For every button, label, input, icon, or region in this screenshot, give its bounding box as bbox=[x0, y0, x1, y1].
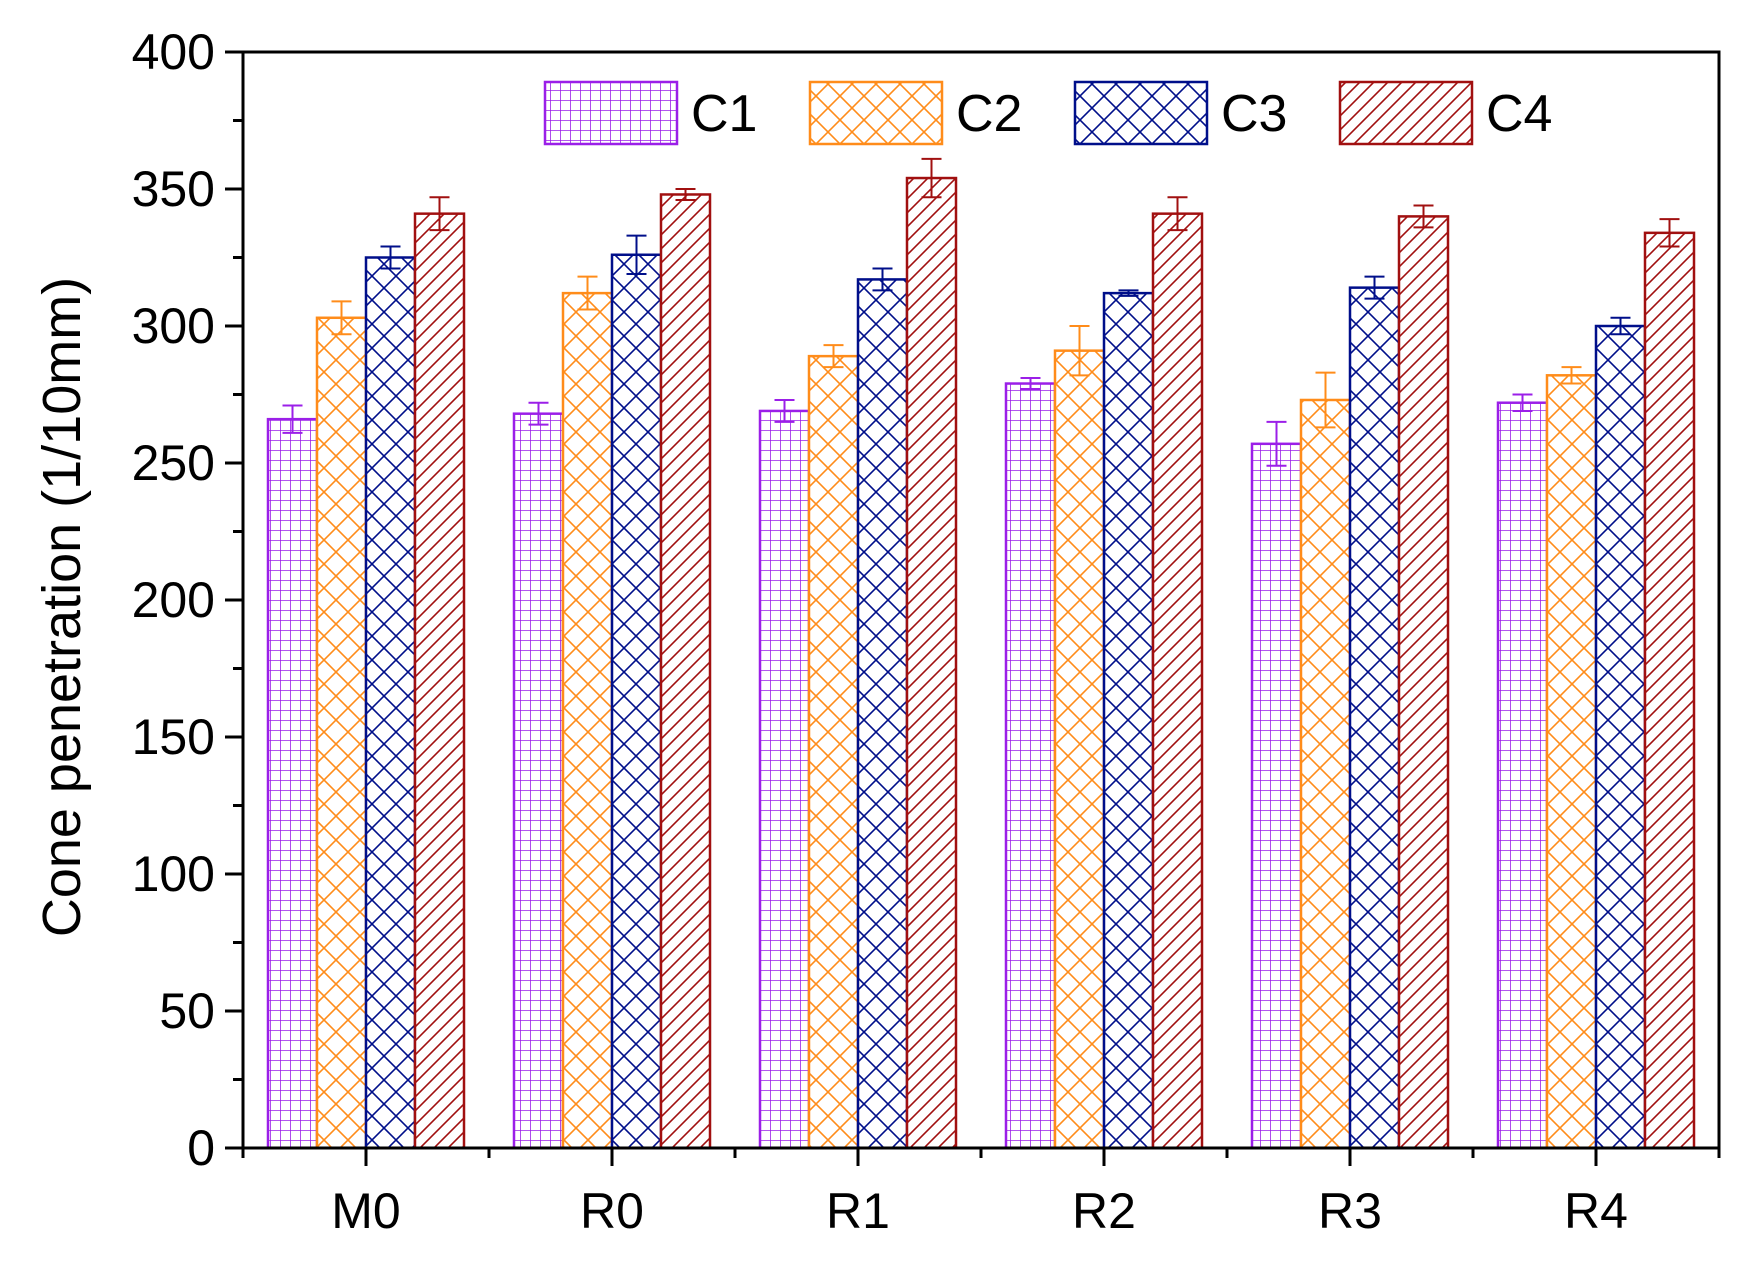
bar-C2-M0 bbox=[315, 316, 368, 1150]
error-bar-C2-R1 bbox=[823, 344, 844, 369]
error-bar-C3-R1 bbox=[872, 267, 893, 292]
bar-C2-R3 bbox=[1299, 398, 1352, 1150]
y-tick-label: 300 bbox=[132, 298, 215, 354]
y-tick-label: 350 bbox=[132, 161, 215, 217]
error-bar-C4-M0 bbox=[429, 196, 450, 232]
x-tick-label-R2: R2 bbox=[1072, 1183, 1136, 1239]
bar-C3-M0 bbox=[364, 256, 417, 1150]
error-bar-C2-M0 bbox=[331, 300, 352, 336]
legend-label-C2: C2 bbox=[956, 85, 1022, 143]
error-bar-C3-R0 bbox=[626, 234, 647, 275]
bar-C1-R1 bbox=[758, 409, 811, 1150]
y-tick-label: 250 bbox=[132, 435, 215, 491]
legend: C1 C2 C3 C4 bbox=[543, 80, 1552, 146]
error-bar-C1-R1 bbox=[774, 398, 795, 423]
bar-C1-M0 bbox=[266, 417, 319, 1150]
error-bar-C3-R4 bbox=[1610, 316, 1631, 336]
bars-layer bbox=[266, 176, 1696, 1150]
ticks-layer: 0 50 100 150 200 250 300 350 400 M0 R0 R1 R2 R3 R4 bbox=[132, 24, 1721, 1239]
legend-swatch-C2 bbox=[808, 80, 944, 146]
bar-C2-R1 bbox=[807, 354, 860, 1150]
y-tick-label: 150 bbox=[132, 709, 215, 765]
error-bar-C2-R4 bbox=[1561, 366, 1582, 385]
bar-C1-R4 bbox=[1496, 401, 1549, 1150]
error-bar-C3-M0 bbox=[380, 245, 401, 270]
y-tick-label: 0 bbox=[187, 1120, 215, 1176]
bar-C3-R2 bbox=[1102, 291, 1155, 1150]
bar-C4-R4 bbox=[1643, 231, 1696, 1150]
error-bar-C1-R2 bbox=[1020, 377, 1041, 391]
bar-C3-R0 bbox=[610, 253, 663, 1150]
x-tick-label-R3: R3 bbox=[1318, 1183, 1382, 1239]
error-bar-C2-R0 bbox=[577, 275, 598, 311]
y-axis-title: Cone penetration (1/10mm) bbox=[32, 277, 92, 937]
bar-C2-R0 bbox=[561, 291, 614, 1150]
legend-swatch-C1 bbox=[543, 80, 679, 146]
error-bar-C4-R1 bbox=[921, 157, 942, 199]
error-bar-C1-R3 bbox=[1266, 420, 1287, 467]
bar-C4-R0 bbox=[659, 193, 712, 1150]
bar-C2-R2 bbox=[1053, 349, 1106, 1150]
legend-item-C4: C4 bbox=[1338, 80, 1552, 146]
bar-C3-R1 bbox=[856, 278, 909, 1150]
bar-C1-R2 bbox=[1004, 382, 1057, 1150]
error-bar-C1-R0 bbox=[528, 401, 549, 426]
legend-label-C3: C3 bbox=[1221, 85, 1287, 143]
bar-C3-R3 bbox=[1348, 286, 1401, 1150]
error-bar-C1-R4 bbox=[1512, 393, 1533, 412]
legend-swatch-C3 bbox=[1073, 80, 1209, 146]
error-bar-C2-R3 bbox=[1315, 371, 1336, 429]
y-tick-label: 100 bbox=[132, 846, 215, 902]
bar-C4-R2 bbox=[1151, 212, 1204, 1150]
legend-label-C4: C4 bbox=[1486, 85, 1552, 143]
error-bar-C3-R3 bbox=[1364, 275, 1385, 300]
error-bars-layer bbox=[282, 157, 1680, 467]
y-tick-label: 200 bbox=[132, 572, 215, 628]
bar-C4-R3 bbox=[1397, 215, 1450, 1150]
x-tick-label-R1: R1 bbox=[826, 1183, 890, 1239]
error-bar-C4-R2 bbox=[1167, 196, 1188, 232]
bar-C3-R4 bbox=[1594, 324, 1647, 1150]
legend-label-C1: C1 bbox=[691, 85, 757, 143]
legend-item-C3: C3 bbox=[1073, 80, 1287, 146]
bar-C2-R4 bbox=[1545, 374, 1598, 1150]
error-bar-C3-R2 bbox=[1118, 289, 1139, 297]
bar-C4-M0 bbox=[413, 212, 466, 1150]
error-bar-C4-R4 bbox=[1659, 218, 1680, 248]
bar-C1-R0 bbox=[512, 412, 565, 1150]
legend-swatch-C4 bbox=[1338, 80, 1474, 146]
y-tick-label: 400 bbox=[132, 24, 215, 80]
error-bar-C4-R3 bbox=[1413, 204, 1434, 229]
x-tick-label-R0: R0 bbox=[580, 1183, 644, 1239]
error-bar-C4-R0 bbox=[675, 188, 696, 201]
bar-C1-R3 bbox=[1250, 442, 1303, 1150]
x-tick-label-M0: M0 bbox=[331, 1183, 400, 1239]
x-tick-label-R4: R4 bbox=[1564, 1183, 1628, 1239]
bar-C4-R1 bbox=[905, 176, 958, 1150]
error-bar-C2-R2 bbox=[1069, 325, 1090, 377]
error-bar-C1-M0 bbox=[282, 404, 303, 434]
legend-item-C1: C1 bbox=[543, 80, 757, 146]
y-tick-label: 50 bbox=[159, 983, 215, 1039]
legend-item-C2: C2 bbox=[808, 80, 1022, 146]
